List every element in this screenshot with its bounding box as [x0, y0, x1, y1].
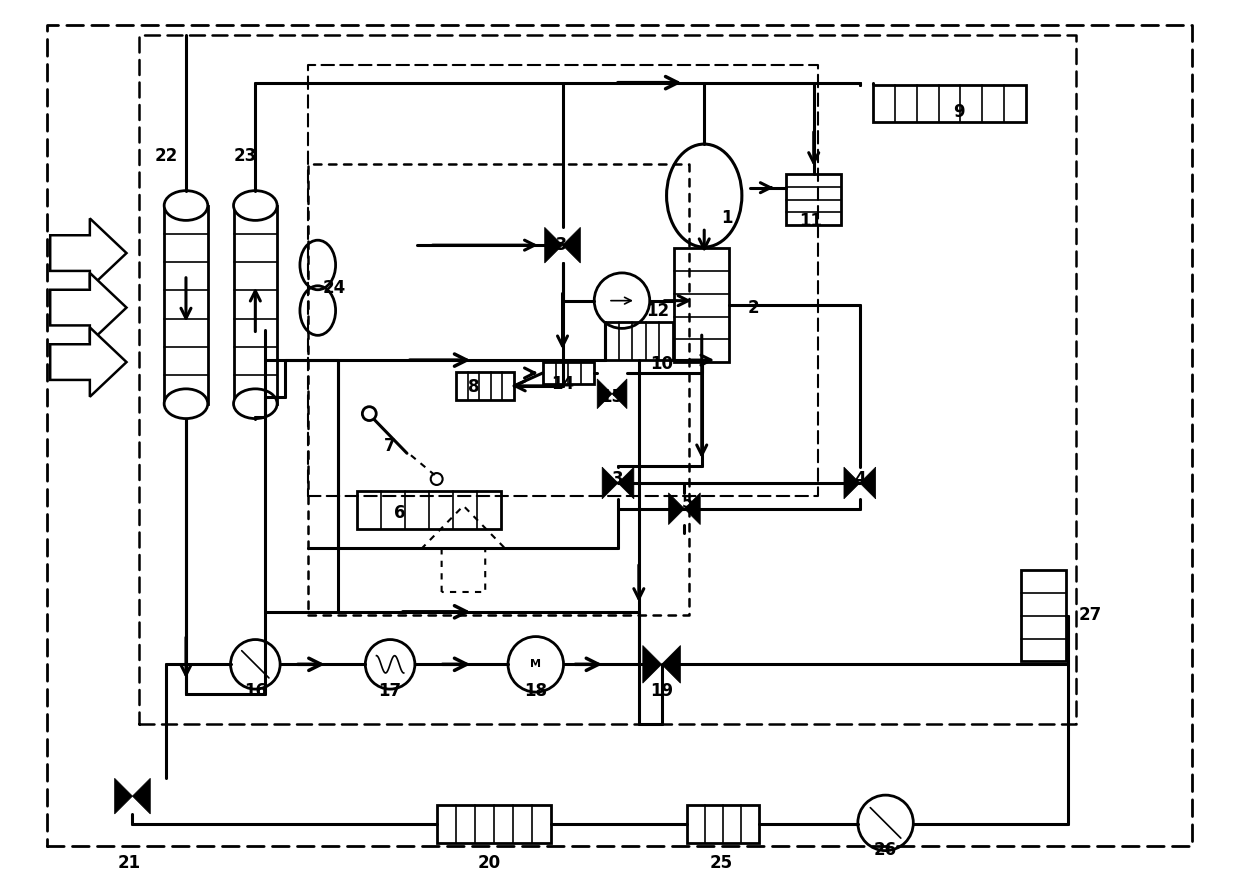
Ellipse shape — [165, 389, 208, 419]
Text: 3: 3 — [612, 470, 623, 488]
Text: 6: 6 — [394, 503, 405, 522]
Polygon shape — [545, 227, 563, 263]
Text: 4: 4 — [854, 470, 866, 488]
Bar — [787, 174, 841, 225]
Polygon shape — [115, 778, 133, 814]
Polygon shape — [51, 273, 126, 343]
Bar — [436, 805, 550, 843]
Bar — [605, 323, 673, 360]
Polygon shape — [684, 493, 700, 524]
Polygon shape — [662, 646, 680, 683]
Text: 13: 13 — [544, 236, 567, 254]
Text: 8: 8 — [467, 378, 479, 396]
Bar — [456, 372, 514, 399]
Text: 14: 14 — [551, 375, 574, 393]
Text: 20: 20 — [477, 854, 501, 871]
Bar — [543, 362, 595, 384]
Polygon shape — [51, 218, 126, 288]
Text: 23: 23 — [234, 147, 256, 165]
Polygon shape — [643, 646, 662, 683]
Text: 16: 16 — [244, 682, 266, 700]
Bar — [357, 491, 501, 529]
Text: 15: 15 — [601, 388, 623, 406]
Text: 2: 2 — [748, 299, 760, 316]
Bar — [165, 205, 208, 404]
Text: 1: 1 — [721, 210, 732, 227]
Text: 9: 9 — [953, 103, 965, 121]
Polygon shape — [618, 467, 634, 499]
Text: 18: 18 — [524, 682, 548, 700]
Polygon shape — [133, 778, 150, 814]
Ellipse shape — [233, 191, 278, 220]
Text: 5: 5 — [681, 494, 693, 512]
Text: 27: 27 — [1079, 606, 1103, 624]
Polygon shape — [612, 379, 627, 409]
Ellipse shape — [165, 191, 208, 220]
Bar — [1021, 570, 1066, 662]
Bar — [233, 205, 278, 404]
Text: 26: 26 — [873, 841, 897, 858]
Text: M: M — [530, 659, 541, 669]
Text: 24: 24 — [323, 279, 346, 297]
Text: 10: 10 — [650, 355, 673, 373]
Bar — [674, 248, 729, 362]
Polygon shape — [860, 467, 876, 499]
Text: 25: 25 — [710, 854, 732, 871]
Ellipse shape — [233, 389, 278, 419]
Bar — [872, 85, 1026, 122]
Polygon shape — [602, 467, 618, 499]
Polygon shape — [51, 328, 126, 397]
Text: 7: 7 — [384, 437, 396, 455]
Text: 12: 12 — [646, 302, 669, 320]
Text: 19: 19 — [650, 682, 673, 700]
Text: 17: 17 — [379, 682, 401, 700]
Bar — [688, 805, 758, 843]
Polygon shape — [597, 379, 612, 409]
Text: 11: 11 — [799, 212, 821, 231]
Text: 21: 21 — [118, 854, 141, 871]
Polygon shape — [844, 467, 860, 499]
Polygon shape — [563, 227, 580, 263]
Polygon shape — [669, 493, 684, 524]
Text: 22: 22 — [155, 147, 177, 165]
